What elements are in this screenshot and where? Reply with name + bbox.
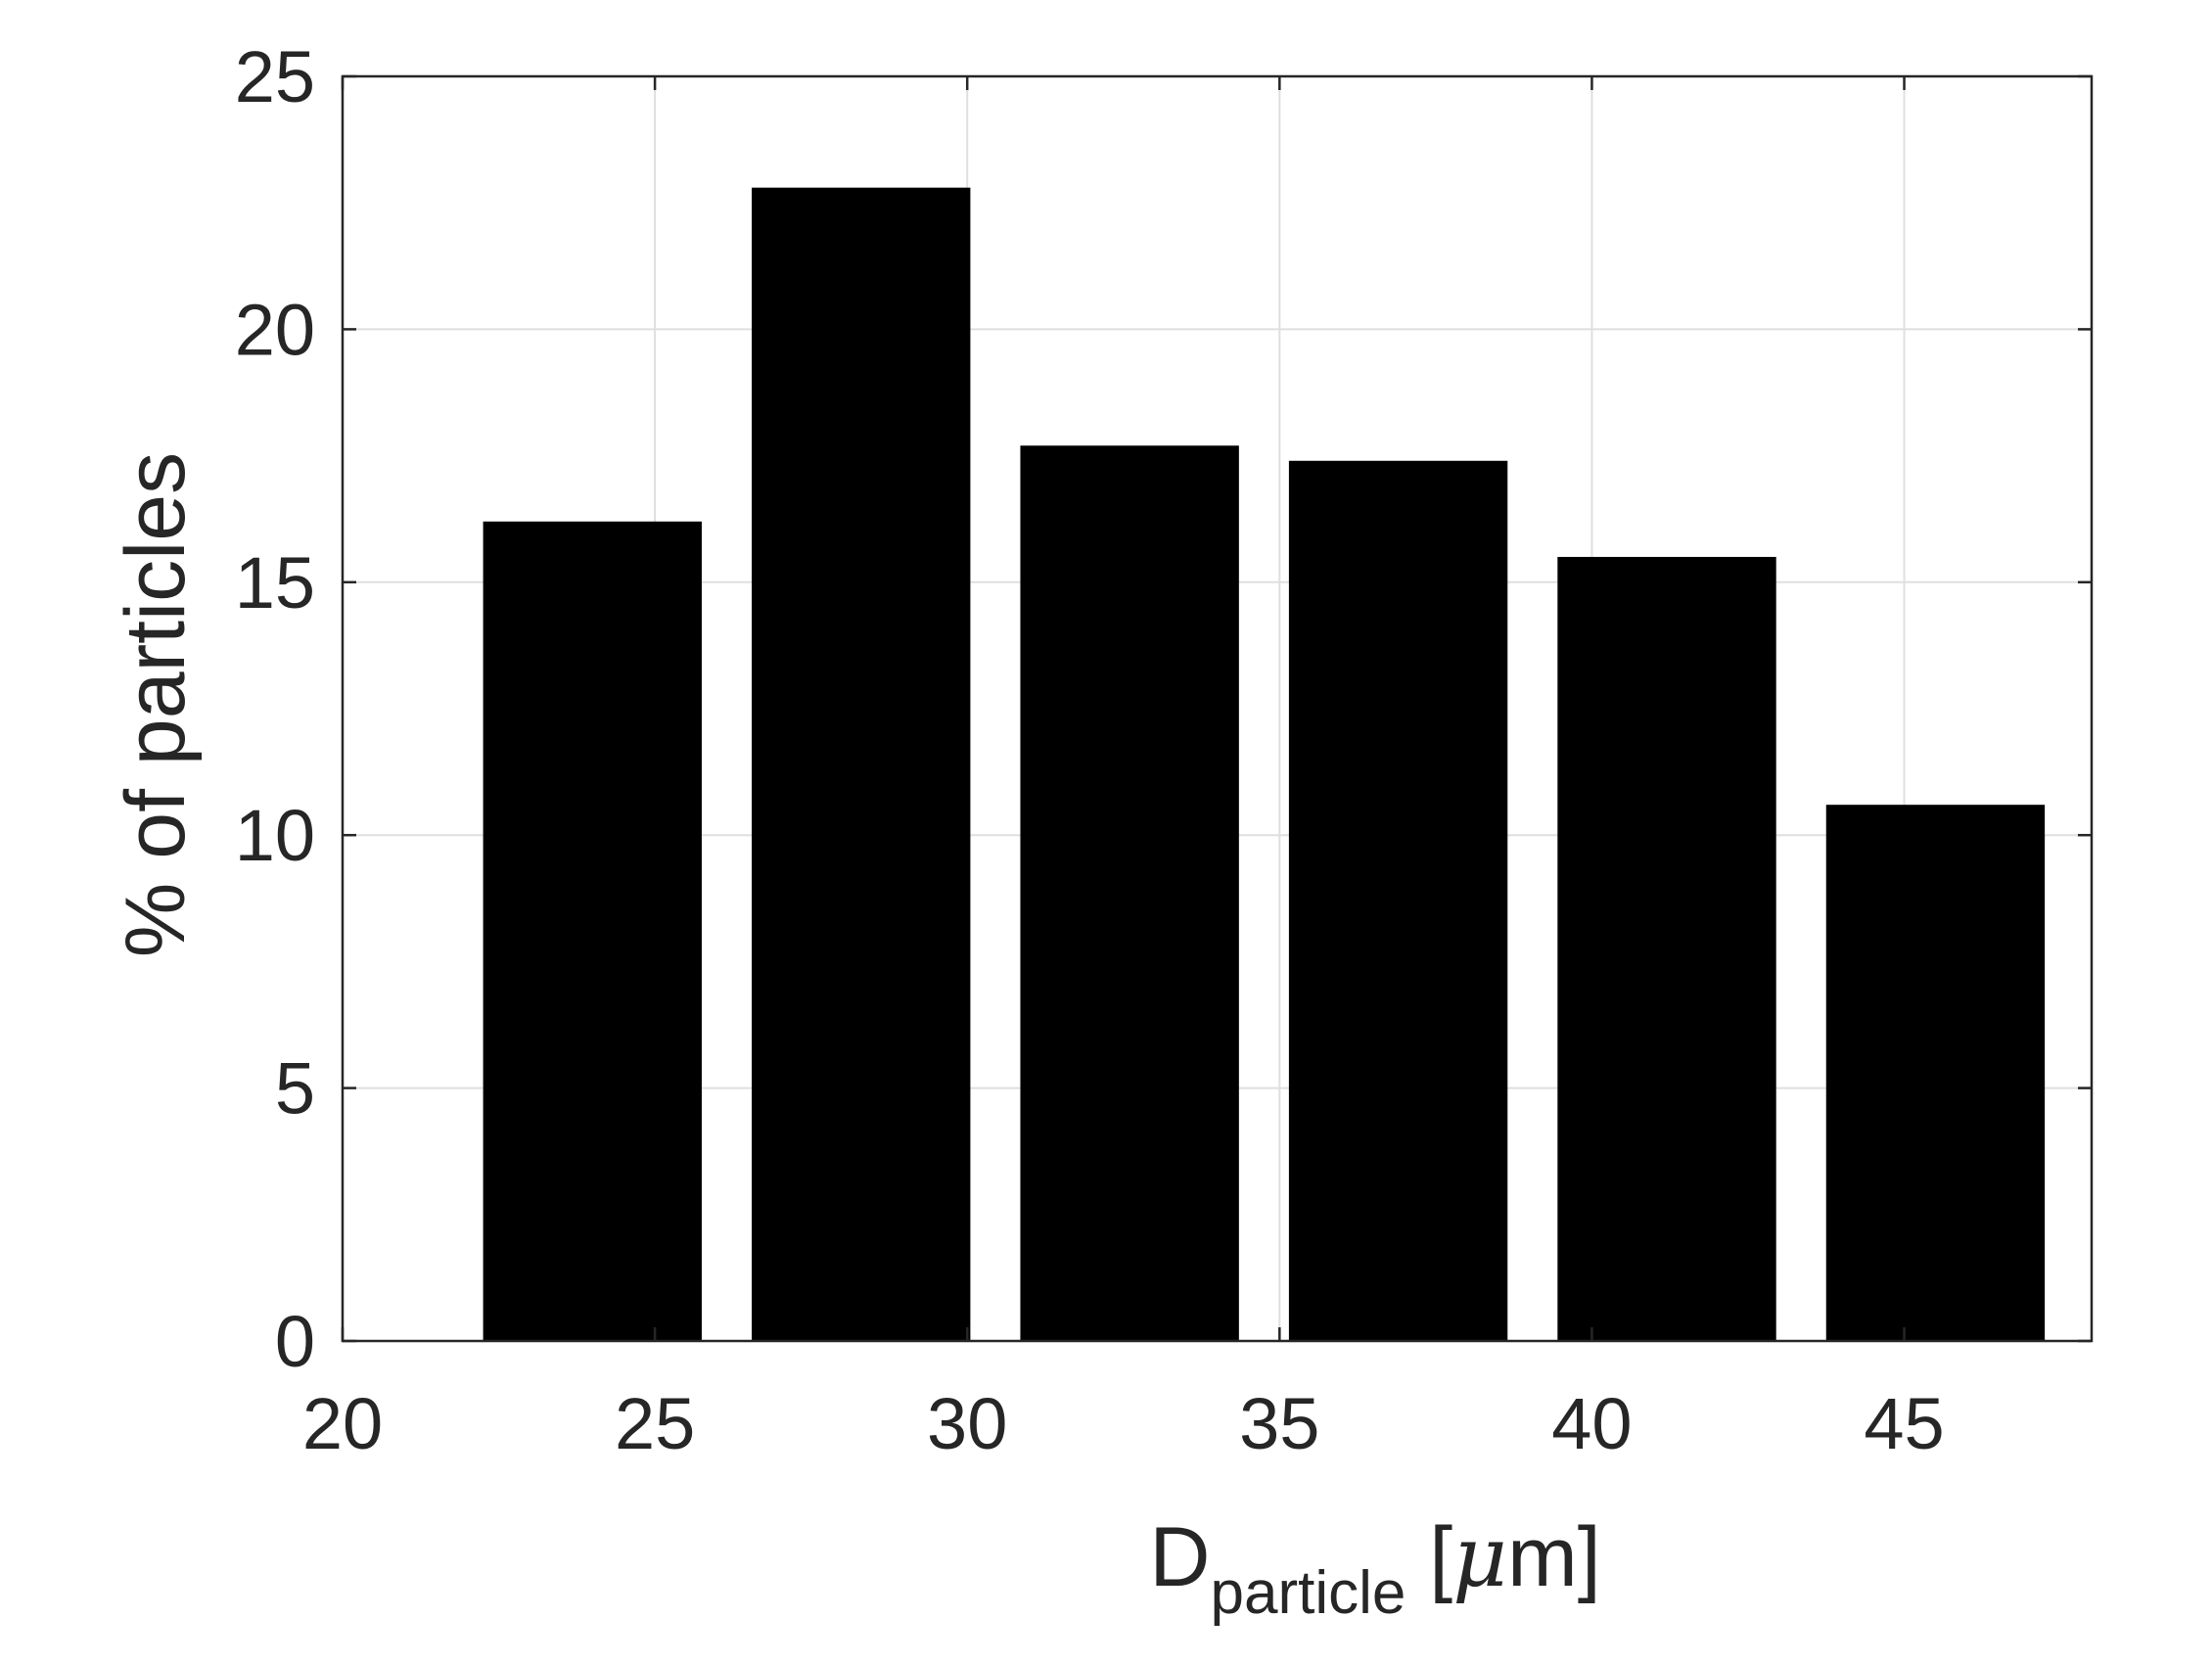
bar-0 xyxy=(483,521,702,1341)
x-tick-label-40: 40 xyxy=(1551,1383,1632,1464)
tick-labels: 20 25 30 35 40 45 0 5 10 15 20 25 xyxy=(235,36,1945,1464)
x-tick-label-35: 35 xyxy=(1239,1383,1319,1464)
x-axis-title-unit-symbol: μ xyxy=(1452,1508,1507,1606)
x-tick-label-30: 30 xyxy=(927,1383,1007,1464)
x-axis-title-unit-open: [ xyxy=(1406,1510,1452,1604)
x-axis-title-unit-rest: m] xyxy=(1507,1510,1601,1604)
y-tick-label-25: 25 xyxy=(235,36,315,117)
ticks xyxy=(341,74,2092,1343)
x-tick-label-45: 45 xyxy=(1864,1383,1944,1464)
y-tick-label-10: 10 xyxy=(235,795,315,876)
y-tick-label-20: 20 xyxy=(235,289,315,370)
bar-3 xyxy=(1288,460,1508,1341)
axes-box xyxy=(341,74,2094,1343)
bar-1 xyxy=(752,187,971,1341)
x-axis-title-subscript: particle xyxy=(1210,1559,1406,1627)
y-axis-title: % of particles xyxy=(109,452,203,957)
bar-5 xyxy=(1825,805,2046,1341)
y-tick-label-5: 5 xyxy=(275,1048,315,1130)
bar-2 xyxy=(1020,445,1239,1341)
y-tick-label-15: 15 xyxy=(235,542,315,624)
bars xyxy=(483,187,2046,1341)
bar-4 xyxy=(1557,556,1776,1341)
axes-frame xyxy=(341,74,2094,1343)
x-axis-title-main: D xyxy=(1149,1510,1210,1604)
x-tick-label-25: 25 xyxy=(615,1383,695,1464)
y-tick-label-0: 0 xyxy=(275,1301,315,1382)
x-axis-title: Dparticle [μm] xyxy=(1149,1508,1600,1627)
x-tick-label-20: 20 xyxy=(302,1383,383,1464)
